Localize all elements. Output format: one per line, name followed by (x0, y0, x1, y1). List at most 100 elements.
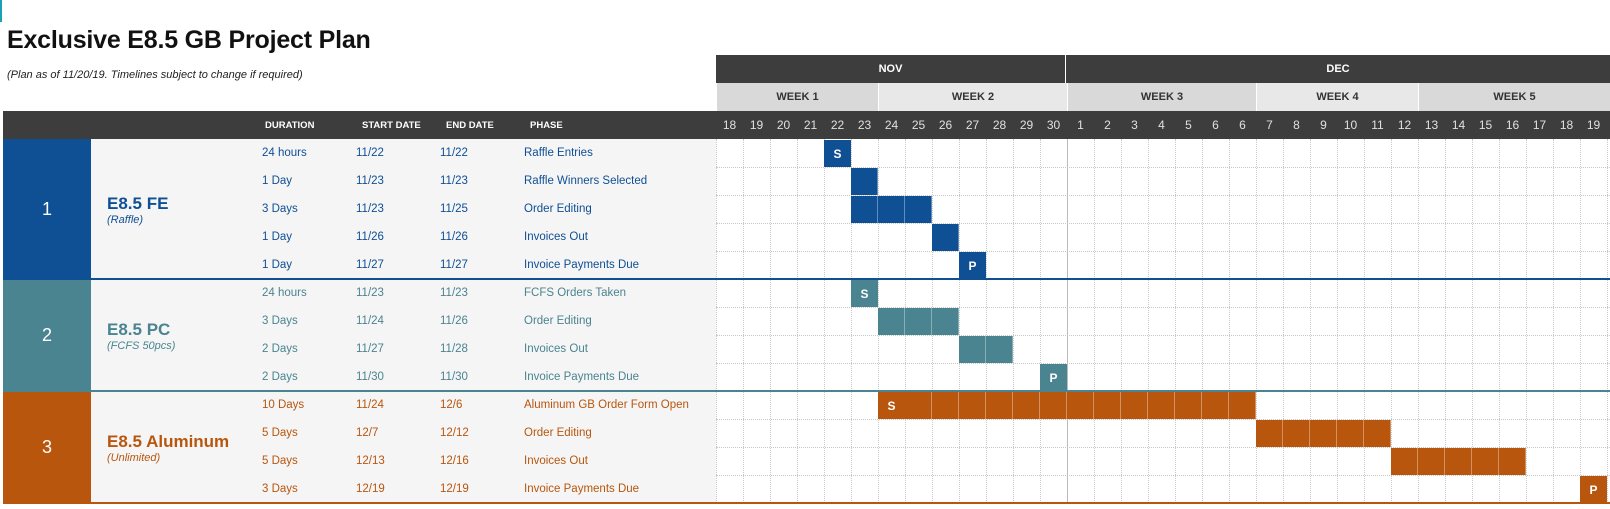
task-start-date: 11/22 (356, 147, 384, 159)
task-start-date: 11/23 (356, 287, 384, 299)
day-label: 25 (911, 118, 926, 132)
gantt-bar-segment[interactable] (851, 168, 878, 195)
task-phase: FCFS Orders Taken (524, 287, 627, 299)
gantt-bar-segment[interactable] (1148, 392, 1175, 419)
grid-column-line (1337, 139, 1338, 503)
gantt-bar-segment[interactable] (1202, 392, 1229, 419)
grid-column-line (1013, 139, 1014, 503)
grid-column-line (851, 139, 852, 503)
grid-row-line (716, 251, 1610, 252)
gantt-bar-segment[interactable] (1121, 392, 1148, 419)
gantt-bar-segment[interactable] (932, 308, 959, 335)
gantt-bar-segment[interactable] (1499, 448, 1526, 475)
task-end-date: 11/28 (440, 343, 468, 355)
grid-column-line (1040, 139, 1041, 503)
column-header-start-date[interactable]: START DATE (362, 119, 421, 131)
task-phase: Order Editing (524, 203, 592, 215)
gantt-bar-segment[interactable] (1391, 448, 1418, 475)
gantt-bar-segment[interactable] (932, 392, 959, 419)
task-duration: 5 Days (262, 427, 298, 439)
gantt-bar-segment[interactable] (905, 308, 932, 335)
task-end-date: 11/25 (440, 203, 468, 215)
grid-column-line (1553, 139, 1554, 503)
gantt-bar-segment[interactable] (878, 308, 905, 335)
day-label: 7 (1266, 118, 1273, 132)
task-duration: 3 Days (262, 315, 298, 327)
gantt-bar-segment[interactable] (986, 392, 1013, 419)
gantt-bar-segment[interactable] (1337, 420, 1364, 447)
column-header-phase[interactable]: PHASE (530, 119, 563, 131)
task-duration: 24 hours (262, 147, 307, 159)
task-duration: 1 Day (262, 175, 293, 187)
gantt-bar-segment[interactable] (1067, 392, 1094, 419)
gantt-bar-segment[interactable] (932, 224, 959, 251)
gantt-bar-segment[interactable] (1418, 448, 1445, 475)
gantt-bar-segment[interactable] (1256, 420, 1283, 447)
grid-column-line (1526, 139, 1527, 503)
grid-column-line (1067, 139, 1068, 503)
day-label: 5 (1185, 118, 1192, 132)
week-5: WEEK 5 (1418, 83, 1610, 111)
gantt-bar-segment[interactable] (986, 336, 1013, 363)
group-2-sub: (FCFS 50pcs) (107, 340, 176, 352)
task-duration: 10 Days (262, 399, 305, 411)
grid-row-line (716, 335, 1610, 336)
gantt-bar-segment[interactable] (1175, 392, 1202, 419)
task-phase: Raffle Winners Selected (524, 175, 648, 187)
gantt-bar-segment[interactable] (851, 196, 878, 223)
page-title: Exclusive E8.5 GB Project Plan (7, 26, 371, 54)
task-end-date: 11/22 (440, 147, 468, 159)
gantt-bar-segment[interactable] (1472, 448, 1499, 475)
gantt-bar-segment[interactable] (1283, 420, 1310, 447)
task-duration: 2 Days (262, 343, 298, 355)
day-label: 8 (1293, 118, 1300, 132)
day-label: 10 (1343, 118, 1358, 132)
task-start-date: 12/19 (356, 483, 385, 495)
day-label: 18 (1559, 118, 1574, 132)
task-end-date: 12/19 (440, 483, 469, 495)
gantt-bar-segment[interactable] (959, 336, 986, 363)
grid-column-line (1418, 139, 1419, 503)
grid-column-line (959, 139, 960, 503)
task-duration: 1 Day (262, 231, 293, 243)
task-end-date: 11/26 (440, 231, 468, 243)
task-start-date: 11/30 (356, 371, 384, 383)
grid-column-line (1580, 139, 1581, 503)
gantt-bar-segment[interactable] (1310, 420, 1337, 447)
table-header-bar (3, 111, 716, 139)
week-1: WEEK 1 (716, 83, 878, 111)
grid-column-line (1499, 139, 1500, 503)
gantt-bar-segment[interactable] (905, 392, 932, 419)
payment-marker: P (1040, 364, 1067, 391)
grid-column-line (770, 139, 771, 503)
grid-row-line (716, 363, 1610, 364)
day-label: 26 (938, 118, 953, 132)
text-cursor (0, 0, 2, 22)
grid-column-line (1283, 139, 1284, 503)
gantt-bar-segment[interactable] (1364, 420, 1391, 447)
start-marker: S (824, 140, 851, 167)
day-label: 22 (830, 118, 845, 132)
column-header-duration[interactable]: DURATION (265, 119, 315, 131)
column-header-end-date[interactable]: END DATE (446, 119, 494, 131)
group-1-separator (3, 278, 1610, 280)
gantt-bar-segment[interactable] (959, 392, 986, 419)
gantt-bar-segment[interactable] (1013, 392, 1040, 419)
day-label: 18 (722, 118, 737, 132)
group-3-separator (3, 502, 1610, 504)
task-end-date: 12/6 (440, 399, 463, 411)
grid-row-line (716, 167, 1610, 168)
gantt-bar-segment[interactable] (1040, 392, 1067, 419)
group-2-panel (91, 279, 716, 391)
gantt-bar-segment[interactable] (1445, 448, 1472, 475)
gantt-bar-segment[interactable] (905, 196, 932, 223)
day-label: 12 (1397, 118, 1412, 132)
day-label: 15 (1478, 118, 1493, 132)
day-label: 28 (992, 118, 1007, 132)
gantt-bar-segment[interactable] (1094, 392, 1121, 419)
gantt-bar-segment[interactable] (1229, 392, 1256, 419)
task-start-date: 11/27 (356, 259, 384, 271)
gantt-bar-segment[interactable] (878, 196, 905, 223)
day-label: 17 (1532, 118, 1547, 132)
grid-column-line (1202, 139, 1203, 503)
